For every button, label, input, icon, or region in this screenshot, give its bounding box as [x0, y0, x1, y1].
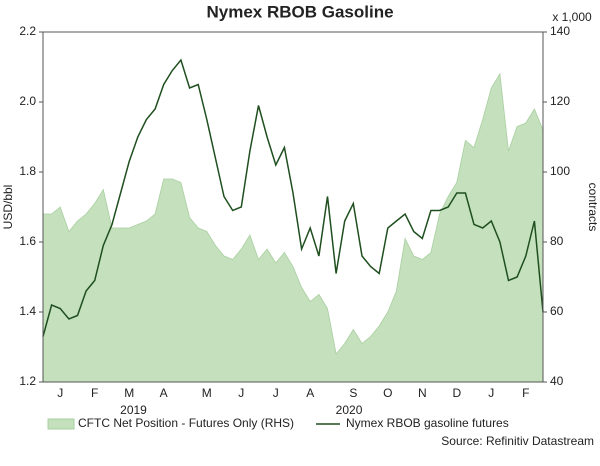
source: Source: Refinitiv Datastream: [441, 434, 594, 448]
x-tick-label: S: [349, 386, 357, 400]
x-tick-label: D: [452, 386, 461, 400]
chart-title: Nymex RBOB Gasoline: [206, 2, 393, 21]
x-tick-label: J: [238, 386, 244, 400]
x-tick-label: A: [160, 386, 168, 400]
y2-tick-label: 80: [550, 234, 564, 248]
y-tick-label: 1.4: [19, 304, 36, 318]
y2-tick-label: 60: [550, 304, 564, 318]
x-tick-label: M: [124, 386, 134, 400]
y-tick-label: 1.8: [19, 164, 36, 178]
x-tick-label: N: [418, 386, 427, 400]
x-tick-label: J: [273, 386, 279, 400]
y2-tick-label: 120: [550, 94, 570, 108]
y2-axis-label: contracts: [586, 183, 600, 232]
legend-label: CFTC Net Position - Futures Only (RHS): [78, 416, 294, 430]
x-tick-label: F: [522, 386, 529, 400]
x-tick-label: J: [57, 386, 63, 400]
y-axis-label: USD/bbl: [1, 185, 15, 230]
x-tick-label: O: [383, 386, 392, 400]
x-tick-label: J: [488, 386, 494, 400]
legend-swatch: [47, 418, 75, 430]
plot-frame: [42, 31, 544, 383]
y-tick-label: 1.2: [19, 374, 36, 388]
area: [42, 72, 544, 383]
y-tick-label: 2.0: [19, 94, 36, 108]
y2-tick-label: 100: [550, 164, 570, 178]
year-label: 2020: [336, 403, 363, 417]
line: [42, 58, 544, 337]
y2-tick-label: 40: [550, 374, 564, 388]
year-label: 2019: [120, 403, 147, 417]
y-tick-label: 2.2: [19, 24, 36, 38]
legend-label: Nymex RBOB gasoline futures: [346, 416, 509, 430]
y2-unit: x 1,000: [552, 10, 592, 24]
x-tick-label: M: [202, 386, 212, 400]
y2-tick-label: 140: [550, 24, 570, 38]
y-tick-label: 1.6: [19, 234, 36, 248]
x-tick-label: F: [91, 386, 98, 400]
x-tick-label: A: [306, 386, 314, 400]
